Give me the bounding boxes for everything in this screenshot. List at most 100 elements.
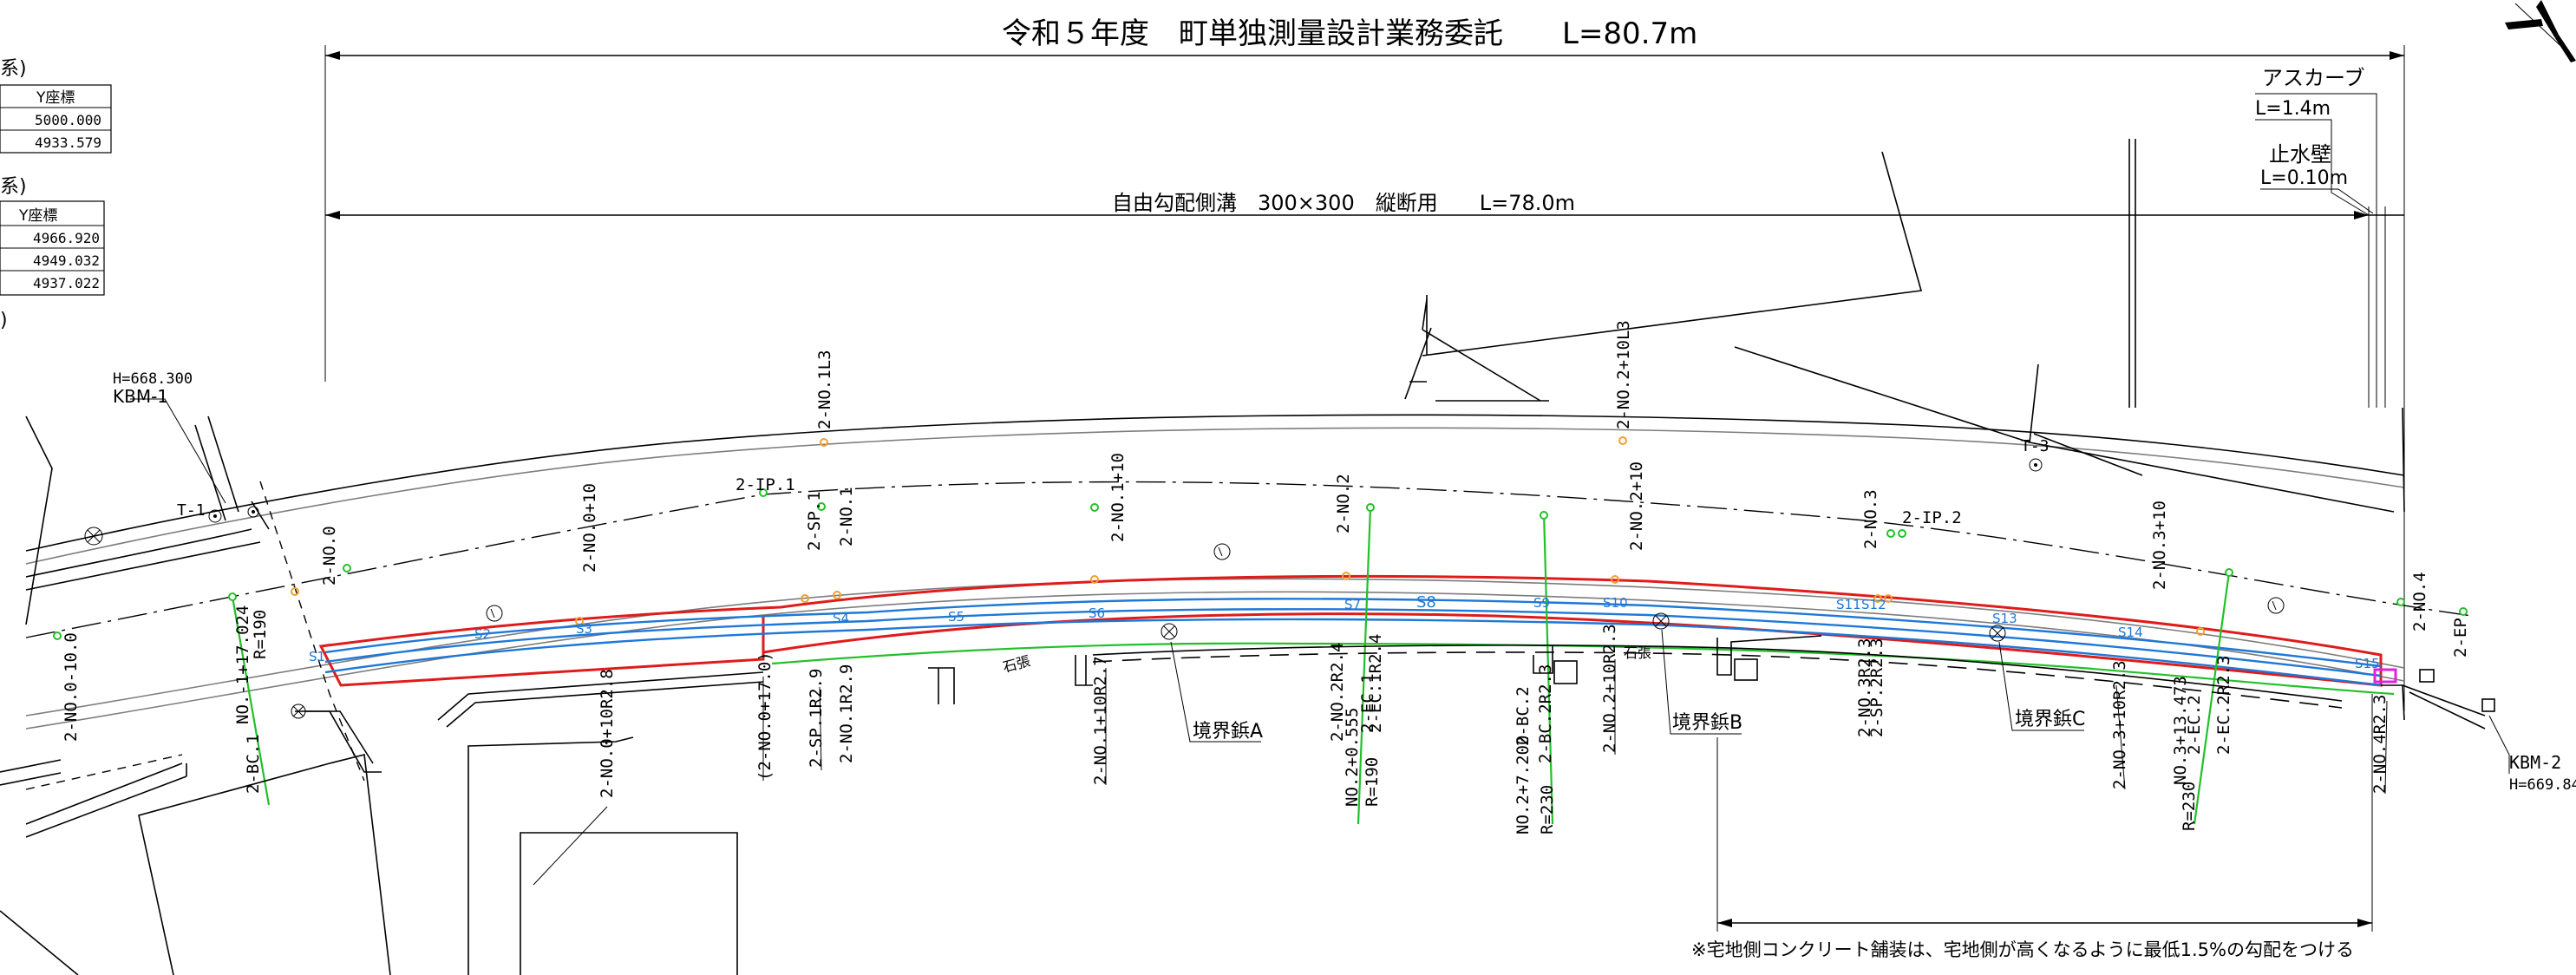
t3-traverse-point-icon xyxy=(2029,458,2043,472)
orange-survey-points xyxy=(291,436,2205,636)
left-road-edge-a xyxy=(25,528,252,578)
label-no1p10r: 2-NO.1+10R2.7 xyxy=(1091,656,1110,785)
property-line-ne-3 xyxy=(1422,329,1549,402)
drawing-title: 令和５年度 町単独測量設計業務委託 L=80.7m xyxy=(1002,16,1697,51)
boundary-marker-c-leader xyxy=(1998,641,2084,731)
coord-table2-row1: 4966.920 xyxy=(33,230,100,246)
label-ec1: 2-EC.1 xyxy=(1358,673,1377,733)
cutoff-wall-length: L=0.10m xyxy=(2260,167,2348,189)
label-ep: 2-EP xyxy=(2451,618,2470,658)
coord-table1-row1: 5000.000 xyxy=(35,112,101,128)
boundary-marker-b: 境界鋲B xyxy=(1672,712,1742,734)
label-ec2: 2-EC.2 xyxy=(2185,695,2204,755)
label-no1r: 2-NO.1R2.9 xyxy=(837,664,856,763)
label-bc1: 2-BC.1 xyxy=(244,734,263,794)
label-sp2r: 2-SP.2R2.3 xyxy=(1867,638,1886,737)
label-ec2r: 2-EC.2R2.3 xyxy=(2214,656,2233,755)
station-s11: S11 xyxy=(1836,597,1861,612)
lower-left-lots xyxy=(0,416,738,975)
property-line-n-2 xyxy=(2029,363,2039,443)
label-ip1: 2-IP.1 xyxy=(736,475,795,494)
green-station-lines xyxy=(231,507,2231,825)
station-s10: S10 xyxy=(1603,595,1628,611)
label-no2r: 2-NO.2R2.4 xyxy=(1328,643,1347,742)
station-s14: S14 xyxy=(2118,625,2143,640)
label-r190a: R=190 xyxy=(251,610,270,659)
stone-wall-label-1: 石張 xyxy=(1001,652,1032,676)
label-no2p10r: 2-NO.2+10R2.3 xyxy=(1600,624,1619,753)
label-no0m10: 2-NO.0-10.0 xyxy=(62,632,81,742)
coord-table2-suffix: 系) xyxy=(0,176,27,198)
asphalt-curb-mark xyxy=(2373,668,2397,684)
side-ditch-lower xyxy=(324,618,2382,687)
property-line-ne-1 xyxy=(1422,151,1923,357)
station-s5: S5 xyxy=(948,609,964,625)
station-s6: S6 xyxy=(1089,605,1105,621)
coord-table1-header: Y座標 xyxy=(36,89,75,107)
upper-road-edge-inner xyxy=(25,427,2405,565)
green-edge-line xyxy=(771,642,2395,696)
lower-wall-structures xyxy=(437,635,2495,730)
station-s2: S2 xyxy=(474,626,491,642)
label-ec1r: 2-EC.1R2.4 xyxy=(1366,634,1385,733)
boundary-marker-b-leader xyxy=(1661,629,1742,735)
label-sp1: 2-SP.1 xyxy=(805,491,824,551)
kbm1-marker-icon xyxy=(130,398,259,518)
label-no1: 2-NO.1 xyxy=(837,487,856,546)
asphalt-curb-length: L=1.4m xyxy=(2255,98,2331,120)
label-no2: 2-NO.2 xyxy=(1334,474,1353,533)
label-bc2: 2-BC.2 xyxy=(1514,686,1533,746)
label-no1l3: 2-NO.1L3 xyxy=(815,350,834,429)
station-s15: S15 xyxy=(2355,656,2380,671)
label-no3: 2-NO.3 xyxy=(1861,489,1880,549)
asphalt-curb-leader xyxy=(2255,93,2377,408)
kbm1-label: KBM-1 xyxy=(113,386,168,407)
station-s8: S8 xyxy=(1416,593,1436,612)
label-bc2r: 2-BC.2R2.3 xyxy=(1536,664,1555,763)
station-s13: S13 xyxy=(1992,611,2017,626)
coord-table3-suffix: ) xyxy=(0,310,8,331)
t1-traverse-point-icon xyxy=(208,509,222,523)
side-ditch-upper xyxy=(324,598,2382,668)
road-centerline xyxy=(25,481,2473,638)
label-no2p10l3: 2-NO.2+10L3 xyxy=(1614,320,1633,429)
station-s4: S4 xyxy=(833,611,849,626)
manhole-icons xyxy=(84,527,2285,719)
lower-leader-lines xyxy=(533,659,2388,886)
property-line-n-3 xyxy=(2402,407,2405,513)
label-no2p7: NO.2+7.200 xyxy=(1514,736,1533,834)
coord-table-1 xyxy=(0,84,112,154)
label-no3p13: NO.3+13.473 xyxy=(2171,676,2190,785)
kbm2-label: KBM-2 xyxy=(2509,752,2561,773)
upper-road-edge-outer xyxy=(25,414,2405,552)
property-line-n-1 xyxy=(1734,346,2395,513)
t3-label: T-3 xyxy=(2021,437,2050,455)
coord-table2-header: Y座標 xyxy=(18,207,57,225)
coord-table1-suffix: 系) xyxy=(0,58,27,80)
property-line-n-6 xyxy=(2033,433,2143,476)
kbm1-height: H=668.300 xyxy=(113,370,193,388)
note-dimension-line xyxy=(1716,694,2373,932)
boundary-marker-c: 境界鋲C xyxy=(2015,709,2085,730)
label-sp1r: 2-SP.1R2.9 xyxy=(807,669,826,768)
label-no0p10: 2-NO.0+10 xyxy=(580,483,599,573)
label-r230b: R=230 xyxy=(2180,782,2199,831)
label-no3p10: 2-NO.3+10 xyxy=(2150,501,2169,590)
label-no1p10: 2-NO.1+10 xyxy=(1108,453,1128,542)
label-no2p0: NO.2+0.555 xyxy=(1343,708,1362,807)
bottom-note: ※宅地側コンクリート舗装は、宅地側が高くなるように最低1.5%の勾配をつける xyxy=(1691,939,2354,960)
label-no2p10: 2-NO.2+10 xyxy=(1627,461,1646,551)
overall-dimension-line xyxy=(324,45,2405,711)
side-ditch-center xyxy=(324,608,2382,677)
boundary-marker-a: 境界鋲A xyxy=(1193,721,1263,743)
property-line-nw xyxy=(1422,298,1428,330)
t1-label: T-1 xyxy=(177,501,206,520)
left-road-edge-b xyxy=(25,541,261,591)
coord-table2-row2: 4949.032 xyxy=(33,252,100,269)
side-ditch-label: 自由勾配側溝 300×300 縦断用 L=78.0m xyxy=(1112,191,1575,215)
station-s7: S7 xyxy=(1344,597,1361,612)
green-survey-points xyxy=(53,488,2468,640)
label-no0p10r: 2-NO.0+10R2.8 xyxy=(598,669,617,798)
coord-table1-row2: 4933.579 xyxy=(35,134,101,151)
